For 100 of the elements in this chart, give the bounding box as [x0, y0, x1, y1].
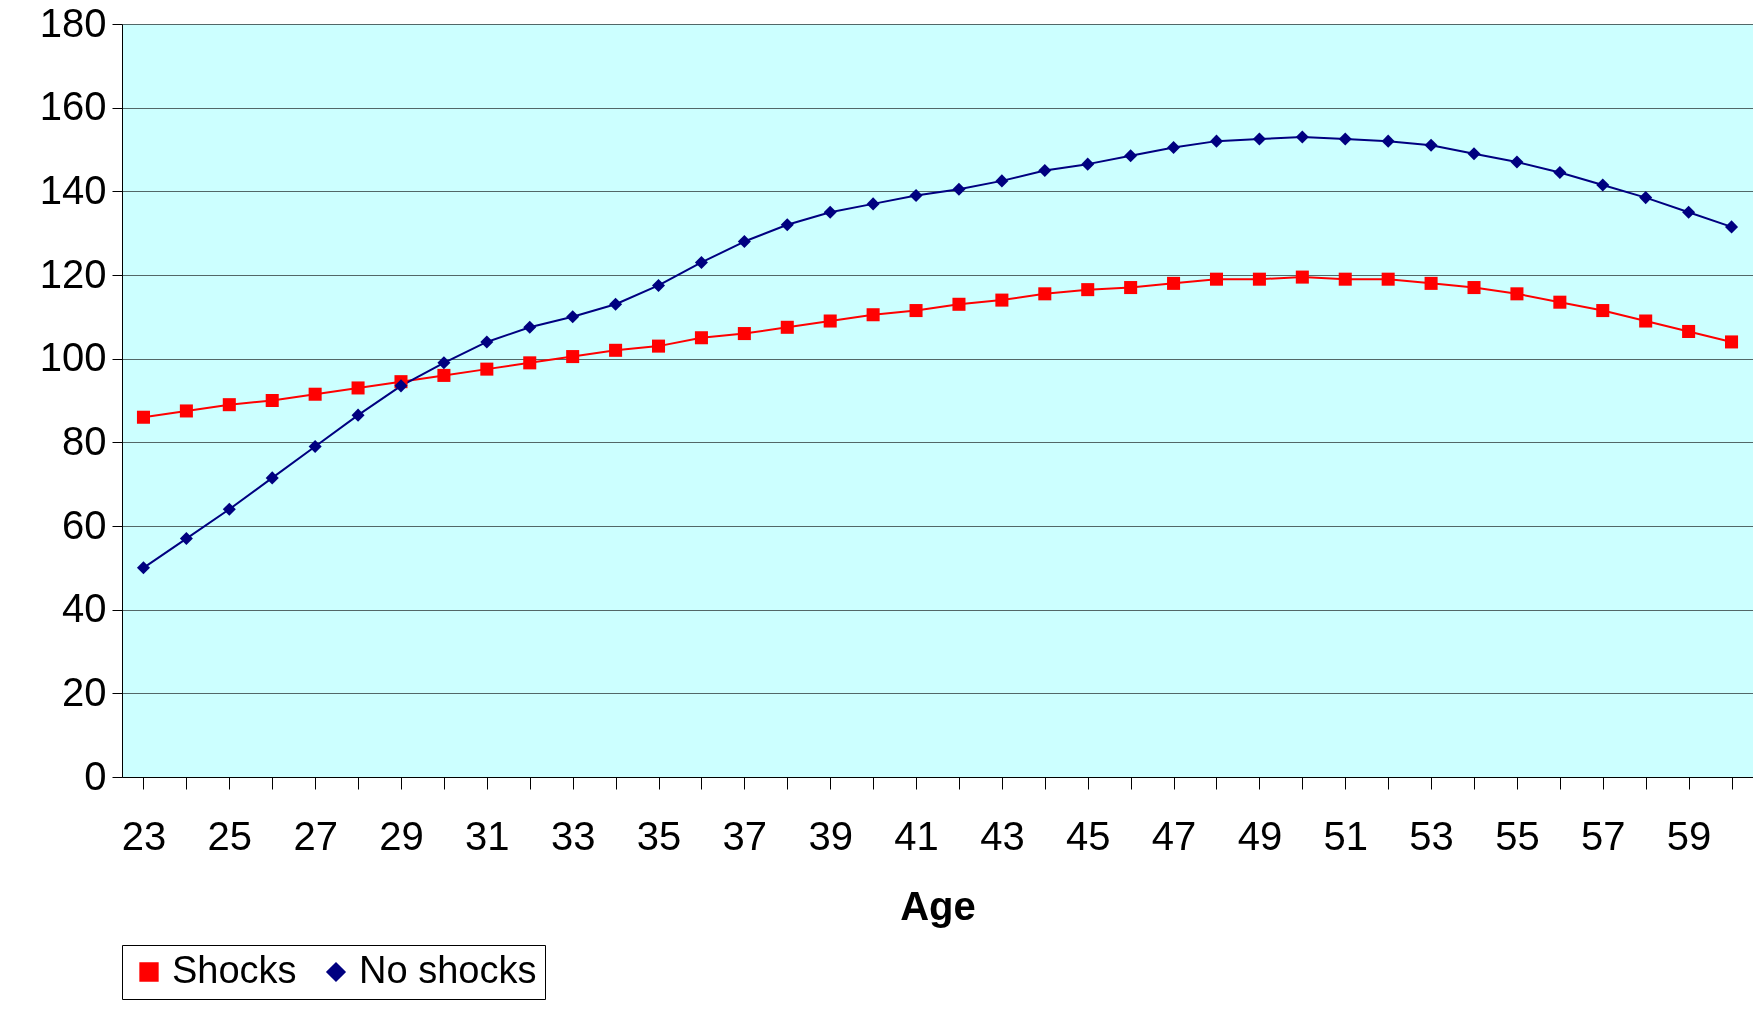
point: [952, 297, 966, 311]
point: [222, 502, 236, 516]
y-tick-label: 0: [84, 753, 107, 798]
point: [1639, 314, 1653, 328]
x-tick-label: 25: [207, 813, 253, 858]
point: [1725, 335, 1739, 349]
x-tick-label: 45: [1065, 813, 1111, 858]
point: [523, 356, 537, 370]
x-tick-label: 23: [121, 813, 167, 858]
point: [995, 293, 1009, 307]
x-tick-label: 53: [1409, 813, 1454, 858]
x-tick-label: 27: [293, 813, 338, 858]
point: [437, 356, 451, 370]
point: [136, 561, 150, 575]
point: [1553, 295, 1567, 309]
x-tick-label: 33: [550, 813, 596, 858]
x-tick-label: 37: [722, 813, 768, 858]
point: [609, 343, 623, 357]
point: [1295, 270, 1309, 284]
point: [651, 339, 666, 353]
x-tick-label: 41: [894, 813, 939, 858]
x-tick-label: 59: [1666, 813, 1712, 858]
y-tick-label: 60: [62, 502, 107, 547]
y-tick-label: 160: [39, 84, 107, 129]
point: [265, 471, 279, 485]
point: [694, 331, 708, 345]
point: [1467, 147, 1481, 161]
point: [480, 335, 494, 349]
point: [651, 278, 666, 292]
point: [866, 197, 880, 211]
point: [1424, 276, 1438, 290]
point: [179, 532, 193, 546]
point: [1725, 220, 1739, 234]
point: [1682, 205, 1696, 219]
point: [694, 255, 708, 269]
point: [780, 320, 794, 334]
x-tick-label: 43: [980, 813, 1025, 858]
point: [737, 327, 751, 341]
point: [308, 387, 322, 401]
legend-label: No shocks: [359, 949, 537, 991]
x-tick-label: 51: [1323, 813, 1368, 858]
y-tick-label: 80: [62, 418, 107, 463]
point: [866, 308, 880, 322]
point: [1167, 276, 1181, 290]
x-tick-label: 35: [636, 813, 682, 858]
point: [1038, 163, 1052, 177]
x-tick-label: 57: [1581, 813, 1626, 858]
point: [1338, 272, 1352, 286]
point: [1381, 272, 1395, 286]
point: [351, 381, 365, 395]
point: [1209, 134, 1224, 148]
point: [265, 393, 279, 408]
point: [308, 440, 322, 454]
point: [823, 314, 837, 328]
y-tick-label: 40: [62, 586, 107, 631]
x-tick-label: 55: [1495, 813, 1540, 858]
point: [222, 398, 236, 412]
y-tick-label: 140: [39, 167, 107, 212]
point: [1639, 191, 1653, 205]
point: [1467, 281, 1481, 295]
point: [1510, 155, 1524, 169]
point: [1295, 130, 1309, 144]
point: [1167, 140, 1181, 154]
point: [394, 379, 408, 393]
point: [1510, 287, 1524, 301]
point: [1124, 281, 1138, 295]
point: [566, 310, 580, 324]
point: [1381, 134, 1395, 148]
point: [952, 182, 966, 196]
x-tick-label: 31: [465, 813, 510, 858]
point: [1252, 272, 1266, 286]
point: [1124, 149, 1138, 163]
point: [1038, 287, 1052, 301]
point: [1424, 138, 1438, 152]
point: [1081, 157, 1095, 171]
y-tick-label: 100: [39, 335, 107, 380]
point: [566, 350, 580, 364]
point: [1682, 324, 1696, 338]
point: [737, 235, 751, 249]
point: [480, 362, 494, 376]
point: [1252, 132, 1266, 146]
point: [179, 404, 193, 418]
point: [909, 304, 923, 318]
point: [1209, 272, 1224, 286]
x-tick-label: 49: [1237, 813, 1283, 858]
x-axis-title: Age: [900, 883, 976, 928]
x-tick-label: 39: [808, 813, 853, 858]
point: [1081, 283, 1095, 297]
y-tick-label: 20: [62, 669, 107, 714]
legend-label: Shocks: [172, 949, 297, 991]
point: [1596, 304, 1610, 318]
point: [609, 297, 623, 311]
y-tick-label: 120: [39, 251, 107, 296]
point: [1553, 165, 1567, 180]
point: [823, 205, 837, 219]
point: [1596, 178, 1610, 192]
y-tick-label: 180: [39, 0, 107, 45]
point: [523, 320, 537, 334]
point: [909, 189, 923, 203]
x-tick-label: 29: [379, 813, 424, 858]
